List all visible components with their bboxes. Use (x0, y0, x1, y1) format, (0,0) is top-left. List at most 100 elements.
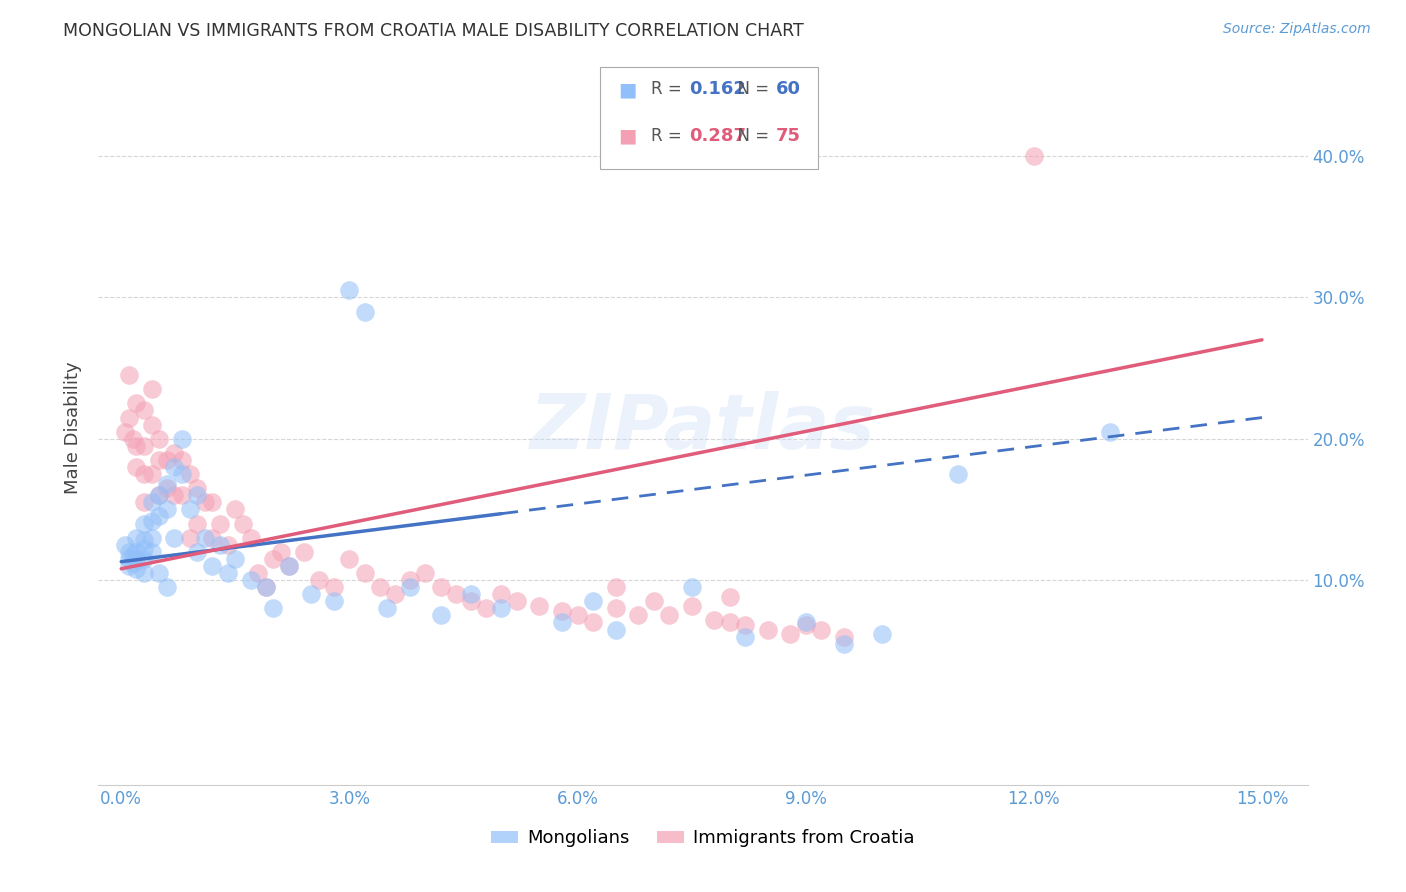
Point (141, 417, 163, 432)
Text: N =: N = (727, 127, 775, 145)
Point (217, 566, 239, 580)
Point (125, 531, 148, 545)
Point (323, 594, 346, 608)
Point (756, 623, 779, 637)
Point (156, 477, 179, 491)
Point (399, 580, 422, 594)
Point (170, 432, 193, 446)
Point (163, 460, 186, 475)
Point (779, 626, 801, 640)
Text: 0.287: 0.287 (689, 127, 747, 145)
Point (156, 580, 179, 594)
Text: MONGOLIAN VS IMMIGRANTS FROM CROATIA MALE DISABILITY CORRELATION CHART: MONGOLIAN VS IMMIGRANTS FROM CROATIA MAL… (63, 22, 804, 40)
Point (217, 538, 239, 552)
Point (247, 566, 270, 580)
Point (353, 566, 375, 580)
Text: R =: R = (651, 127, 688, 145)
Point (681, 599, 703, 613)
Point (794, 615, 817, 630)
Point (186, 516, 208, 531)
Point (148, 432, 170, 446)
Point (277, 558, 299, 573)
Point (170, 467, 193, 481)
Point (377, 601, 399, 615)
Point (163, 446, 186, 460)
Point (946, 467, 969, 481)
Point (734, 630, 756, 644)
Point (125, 545, 148, 559)
Point (125, 552, 148, 566)
Text: Source: ZipAtlas.com: Source: ZipAtlas.com (1223, 22, 1371, 37)
Point (156, 453, 179, 467)
Point (337, 284, 360, 298)
Point (475, 601, 498, 615)
Point (132, 552, 155, 566)
Point (148, 566, 170, 580)
Point (239, 573, 262, 587)
Point (141, 495, 163, 509)
Point (582, 615, 605, 630)
Point (643, 594, 665, 608)
Point (186, 488, 208, 502)
Point (605, 601, 627, 615)
Point (239, 531, 262, 545)
Point (323, 580, 346, 594)
Point (118, 558, 141, 573)
Point (415, 566, 437, 580)
Point (114, 538, 136, 552)
Point (254, 580, 277, 594)
Point (194, 495, 217, 509)
Point (308, 573, 330, 587)
Point (734, 618, 756, 632)
Point (141, 514, 163, 528)
Point (224, 502, 246, 516)
Point (605, 623, 627, 637)
Point (605, 580, 627, 594)
Point (337, 552, 360, 566)
Text: ZIPatlas: ZIPatlas (530, 392, 876, 465)
Point (460, 594, 482, 608)
Point (132, 495, 155, 509)
Point (209, 538, 232, 552)
Point (148, 488, 170, 502)
Point (125, 439, 148, 453)
Point (299, 587, 322, 601)
Point (810, 623, 832, 637)
Text: N =: N = (727, 80, 775, 98)
Point (125, 396, 148, 410)
Point (156, 481, 179, 495)
Point (627, 608, 650, 623)
Point (201, 558, 224, 573)
Point (118, 552, 141, 566)
Point (491, 587, 513, 601)
Text: 75: 75 (776, 127, 801, 145)
Point (718, 590, 741, 604)
Point (141, 467, 163, 481)
Point (209, 516, 232, 531)
Point (132, 566, 155, 580)
Legend: Mongolians, Immigrants from Croatia: Mongolians, Immigrants from Croatia (484, 822, 922, 855)
Point (870, 626, 893, 640)
Point (567, 608, 589, 623)
Point (141, 382, 163, 396)
Point (132, 403, 155, 417)
Point (262, 552, 284, 566)
Point (163, 531, 186, 545)
Point (1022, 149, 1045, 163)
Point (254, 580, 277, 594)
Point (551, 615, 574, 630)
Point (114, 425, 136, 439)
Point (121, 432, 143, 446)
Point (277, 558, 299, 573)
Point (224, 552, 246, 566)
Point (163, 488, 186, 502)
Point (399, 573, 422, 587)
Point (118, 368, 141, 383)
Point (186, 481, 208, 495)
Point (201, 495, 224, 509)
Text: ■: ■ (619, 127, 637, 145)
Point (121, 548, 143, 562)
Point (170, 488, 193, 502)
Point (132, 516, 155, 531)
Point (794, 618, 817, 632)
